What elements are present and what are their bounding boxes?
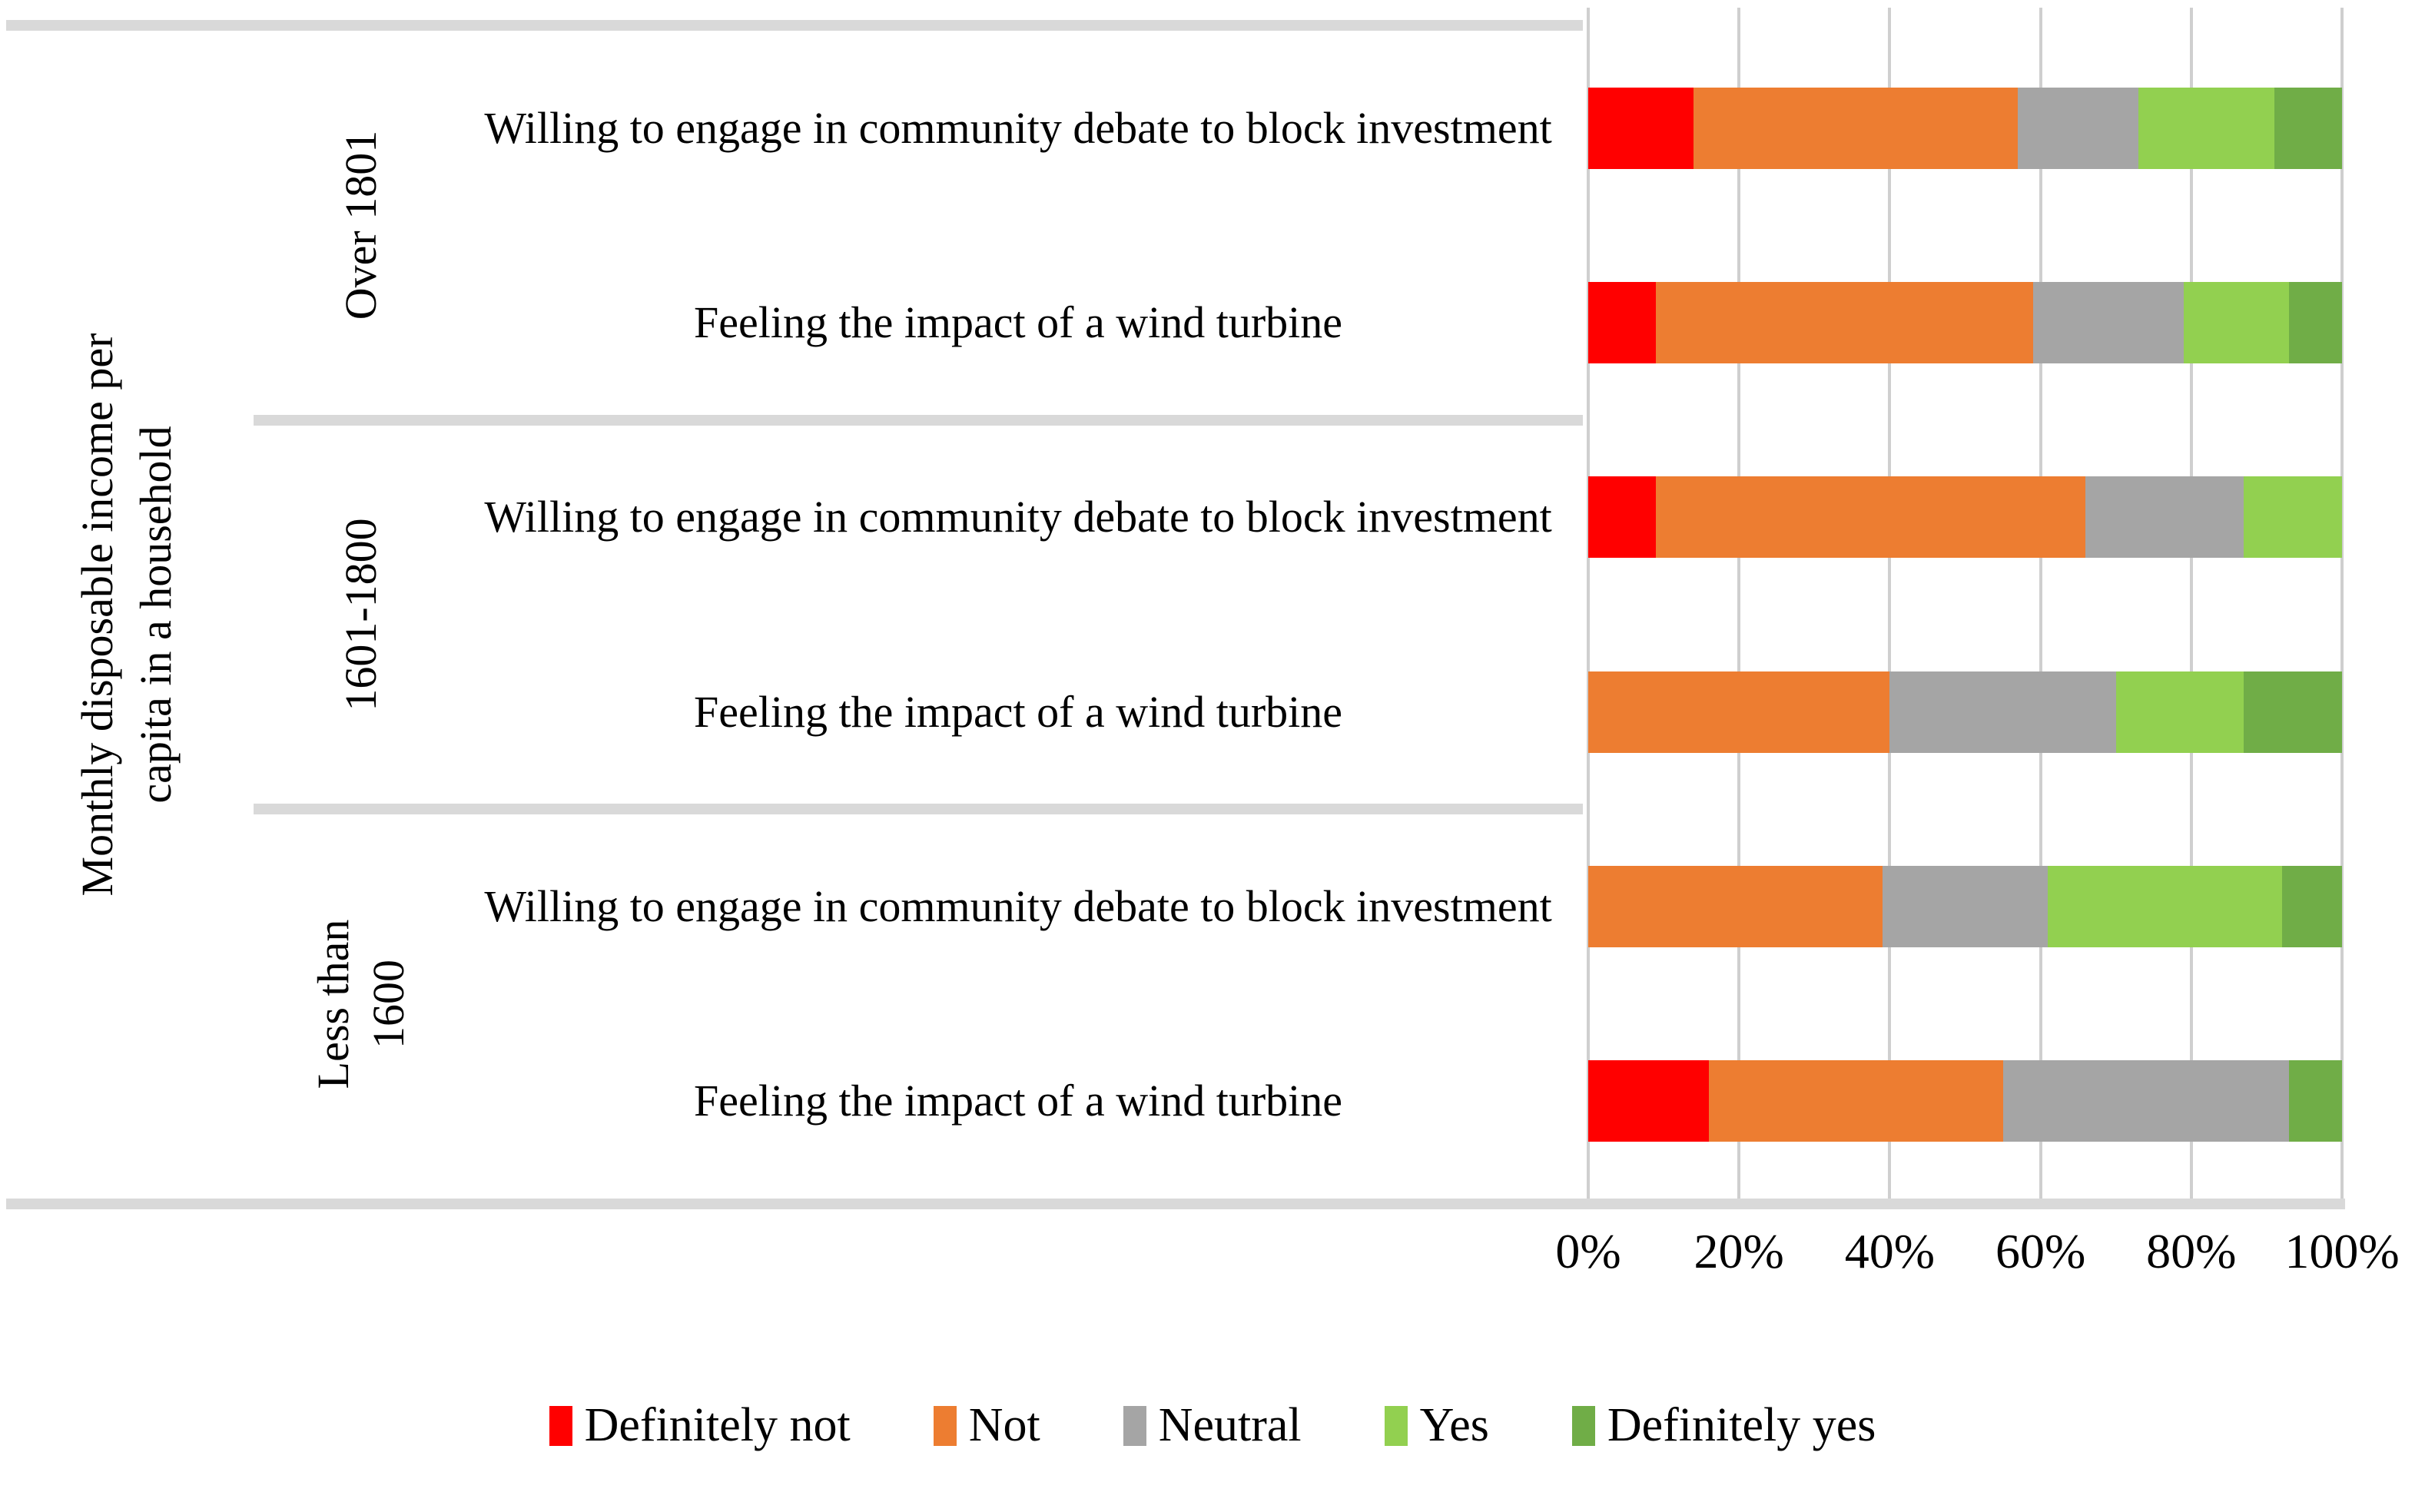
category-row-label: Willing to engage in community debate to… — [484, 102, 1552, 153]
bar-segment-not — [1656, 476, 2086, 559]
bar-segment-neutral — [2085, 476, 2244, 559]
bar-row — [1588, 809, 2342, 1003]
plot-gridline — [1737, 8, 1741, 1199]
bar-row — [1588, 420, 2342, 615]
stacked-bar — [1588, 671, 2342, 753]
legend-swatch-neutral — [1123, 1405, 1146, 1446]
x-axis-tick-label: 60% — [1995, 1224, 2086, 1278]
x-axis-tick-label: 0% — [1555, 1224, 1621, 1278]
income-group-label: Over 1801 — [254, 31, 469, 420]
bar-segment-not — [1694, 87, 2019, 169]
bar-segment-yes — [2048, 865, 2282, 947]
legend-item: Yes — [1384, 1398, 1489, 1453]
bar-segment-not — [1708, 1060, 2003, 1142]
bar-segment-definitely-not — [1588, 281, 1657, 363]
legend-swatch-definitely-not — [549, 1405, 572, 1446]
income-group-label-text: Less than 1600 — [306, 919, 416, 1089]
bar-segment-not — [1588, 671, 1890, 753]
x-axis-tick-label: 80% — [2146, 1224, 2237, 1278]
legend-label: Yes — [1419, 1399, 1489, 1451]
bar-segment-yes — [2244, 476, 2342, 559]
bar-row — [1588, 615, 2342, 809]
x-axis-tick-label: 20% — [1694, 1224, 1784, 1278]
bar-segment-neutral — [1882, 865, 2048, 947]
group-divider-border — [254, 804, 1583, 815]
bar-segment-definitely-yes — [2281, 865, 2342, 947]
bar-segment-definitely-not — [1588, 476, 1657, 559]
table-top-border — [6, 20, 1583, 31]
stacked-bar — [1588, 281, 2342, 363]
category-row-label: Willing to engage in community debate to… — [484, 492, 1552, 542]
income-group-label-text: Over 1801 — [333, 131, 389, 320]
legend-label: Definitely not — [584, 1399, 851, 1451]
bar-segment-not — [1656, 281, 2033, 363]
bar-segment-yes — [2115, 671, 2244, 753]
bar-segment-definitely-yes — [2289, 1060, 2342, 1142]
legend-item: Not — [933, 1398, 1040, 1453]
legend-label: Neutral — [1158, 1399, 1302, 1451]
plot-gridline — [1888, 8, 1892, 1199]
bar-segment-yes — [2183, 281, 2290, 363]
legend-item: Definitely yes — [1571, 1398, 1876, 1453]
group-divider-border — [254, 414, 1583, 426]
bar-segment-neutral — [1889, 671, 2116, 753]
bar-segment-definitely-not — [1588, 87, 1694, 169]
bar-segment-definitely-yes — [2244, 671, 2342, 753]
income-group-label: Less than 1600 — [254, 809, 469, 1199]
bar-segment-neutral — [2002, 1060, 2290, 1142]
legend-swatch-not — [933, 1405, 957, 1446]
legend-item: Definitely not — [549, 1398, 851, 1453]
legend-item: Neutral — [1123, 1398, 1302, 1453]
bar-row — [1588, 1004, 2342, 1199]
plot-gridline — [2340, 8, 2344, 1199]
income-group-label-line: Less than — [308, 919, 358, 1089]
bar-segment-definitely-yes — [2289, 281, 2342, 363]
y-axis-title-line-1: Monthly disposable income per — [72, 333, 122, 897]
category-row-label: Feeling the impact of a wind turbine — [693, 1076, 1342, 1126]
axis-baseline-border — [6, 1199, 2345, 1209]
income-group-label-line: 1600 — [363, 959, 413, 1049]
bar-segment-definitely-not — [1588, 1060, 1709, 1142]
bar-segment-yes — [2138, 87, 2274, 169]
legend-swatch-definitely-yes — [1571, 1405, 1595, 1446]
income-group-label-line: 1601-1800 — [336, 518, 386, 711]
bar-row — [1588, 225, 2342, 419]
x-axis-tick-label: 100% — [2284, 1224, 2400, 1278]
x-axis-tick-label: 40% — [1844, 1224, 1936, 1278]
legend-label: Definitely yes — [1607, 1399, 1876, 1451]
category-row-label: Feeling the impact of a wind turbine — [693, 297, 1342, 347]
legend-label: Not — [968, 1399, 1040, 1451]
income-group-label: 1601-1800 — [254, 420, 469, 810]
category-row-label: Feeling the impact of a wind turbine — [693, 686, 1342, 737]
stacked-bar — [1588, 865, 2342, 947]
plot-gridline — [2189, 8, 2193, 1199]
stacked-bar — [1588, 87, 2342, 169]
bar-segment-neutral — [2032, 281, 2184, 363]
plot-gridline — [1587, 8, 1590, 1199]
bar-segment-definitely-yes — [2274, 87, 2342, 169]
legend: Definitely not Not Neutral Yes Definitely ye… — [0, 1398, 2425, 1453]
bar-segment-neutral — [2018, 87, 2139, 169]
plot-gridline — [2039, 8, 2042, 1199]
category-row-label: Willing to engage in community debate to… — [484, 880, 1552, 931]
income-group-label-line: Over 1801 — [336, 131, 386, 320]
y-axis-title-line-2: capita in a household — [131, 426, 181, 804]
stacked-bar — [1588, 1060, 2342, 1142]
bar-row — [1588, 31, 2342, 225]
y-axis-group-title-text: Monthly disposable income per capita in … — [68, 333, 185, 897]
stacked-bar — [1588, 476, 2342, 559]
bar-segment-not — [1588, 865, 1883, 947]
income-group-label-text: 1601-1800 — [333, 518, 389, 711]
y-axis-group-title: Monthly disposable income per capita in … — [0, 31, 254, 1199]
legend-swatch-yes — [1384, 1405, 1408, 1446]
